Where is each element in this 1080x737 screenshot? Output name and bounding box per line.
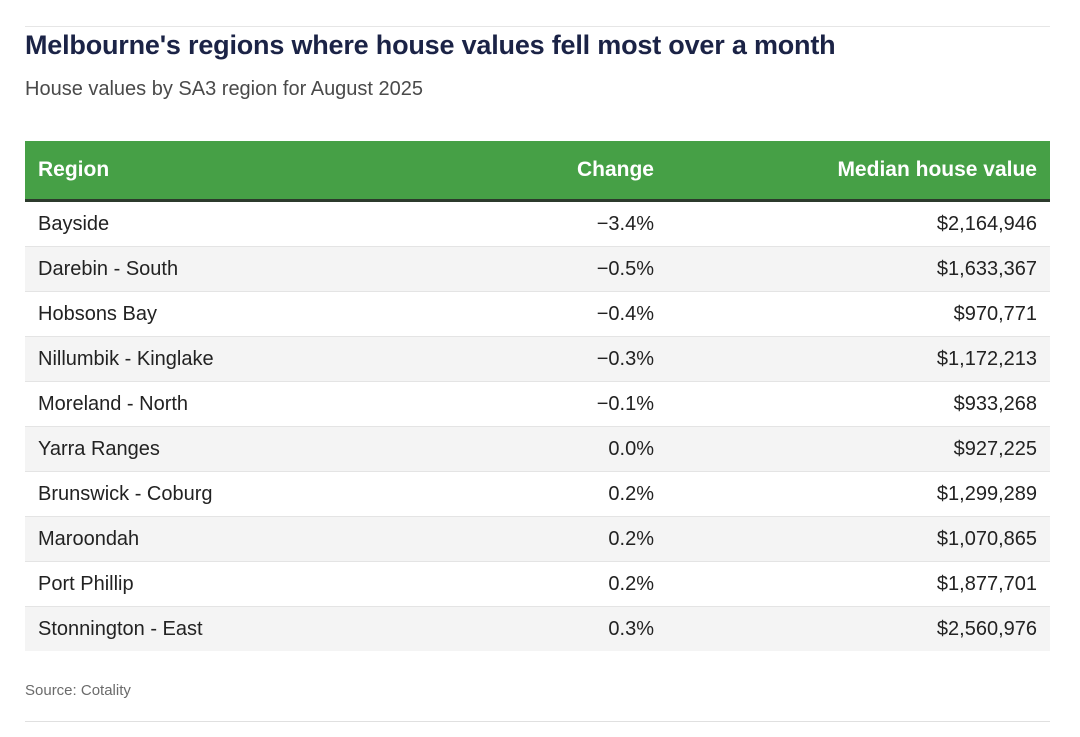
median-value-cell: $1,299,289 (667, 471, 1050, 517)
change-cell: 0.2% (421, 561, 667, 607)
table-row: Port Phillip 0.2% $1,877,701 (25, 561, 1050, 607)
chart-title: Melbourne's regions where house values f… (25, 30, 836, 60)
table-row: Stonnington - East 0.3% $2,560,976 (25, 606, 1050, 651)
median-value-cell: $2,560,976 (667, 606, 1050, 651)
table-body: Bayside −3.4% $2,164,946 Darebin - South −0.… (25, 200, 1050, 651)
change-cell: −0.1% (421, 381, 667, 427)
region-cell: Yarra Ranges (25, 426, 421, 472)
region-cell: Brunswick - Coburg (25, 471, 421, 517)
change-cell: 0.2% (421, 471, 667, 517)
table-row: Bayside −3.4% $2,164,946 (25, 200, 1050, 247)
median-value-cell: $970,771 (667, 291, 1050, 337)
table-row: Hobsons Bay −0.4% $970,771 (25, 291, 1050, 337)
table-row: Nillumbik - Kinglake −0.3% $1,172,213 (25, 336, 1050, 382)
median-value-cell: $927,225 (667, 426, 1050, 472)
table-header-row: Region Change Median house value (25, 141, 1050, 202)
column-header-region: Region (25, 141, 421, 202)
region-cell: Bayside (25, 200, 421, 247)
median-value-cell: $1,172,213 (667, 336, 1050, 382)
chart-subtitle: House values by SA3 region for August 20… (25, 78, 424, 100)
median-value-cell: $933,268 (667, 381, 1050, 427)
table-row: Brunswick - Coburg 0.2% $1,299,289 (25, 471, 1050, 517)
change-cell: 0.3% (421, 606, 667, 651)
top-divider (25, 26, 1050, 27)
house-values-table: Region Change Median house value Bayside… (25, 141, 1050, 651)
median-value-cell: $1,633,367 (667, 246, 1050, 292)
region-cell: Stonnington - East (25, 606, 421, 651)
change-cell: −3.4% (421, 200, 667, 247)
region-cell: Moreland - North (25, 381, 421, 427)
table-row: Darebin - South −0.5% $1,633,367 (25, 246, 1050, 292)
region-cell: Darebin - South (25, 246, 421, 292)
region-cell: Nillumbik - Kinglake (25, 336, 421, 382)
median-value-cell: $1,070,865 (667, 516, 1050, 562)
change-cell: 0.0% (421, 426, 667, 472)
change-cell: −0.4% (421, 291, 667, 337)
change-cell: −0.5% (421, 246, 667, 292)
table-row: Maroondah 0.2% $1,070,865 (25, 516, 1050, 562)
column-header-median-value: Median house value (667, 141, 1050, 202)
source-note: Source: Cotality (25, 682, 131, 699)
region-cell: Maroondah (25, 516, 421, 562)
table-row: Yarra Ranges 0.0% $927,225 (25, 426, 1050, 472)
region-cell: Hobsons Bay (25, 291, 421, 337)
table-row: Moreland - North −0.1% $933,268 (25, 381, 1050, 427)
median-value-cell: $2,164,946 (667, 200, 1050, 247)
change-cell: 0.2% (421, 516, 667, 562)
column-header-change: Change (421, 141, 667, 202)
region-cell: Port Phillip (25, 561, 421, 607)
median-value-cell: $1,877,701 (667, 561, 1050, 607)
bottom-divider (25, 721, 1050, 722)
change-cell: −0.3% (421, 336, 667, 382)
